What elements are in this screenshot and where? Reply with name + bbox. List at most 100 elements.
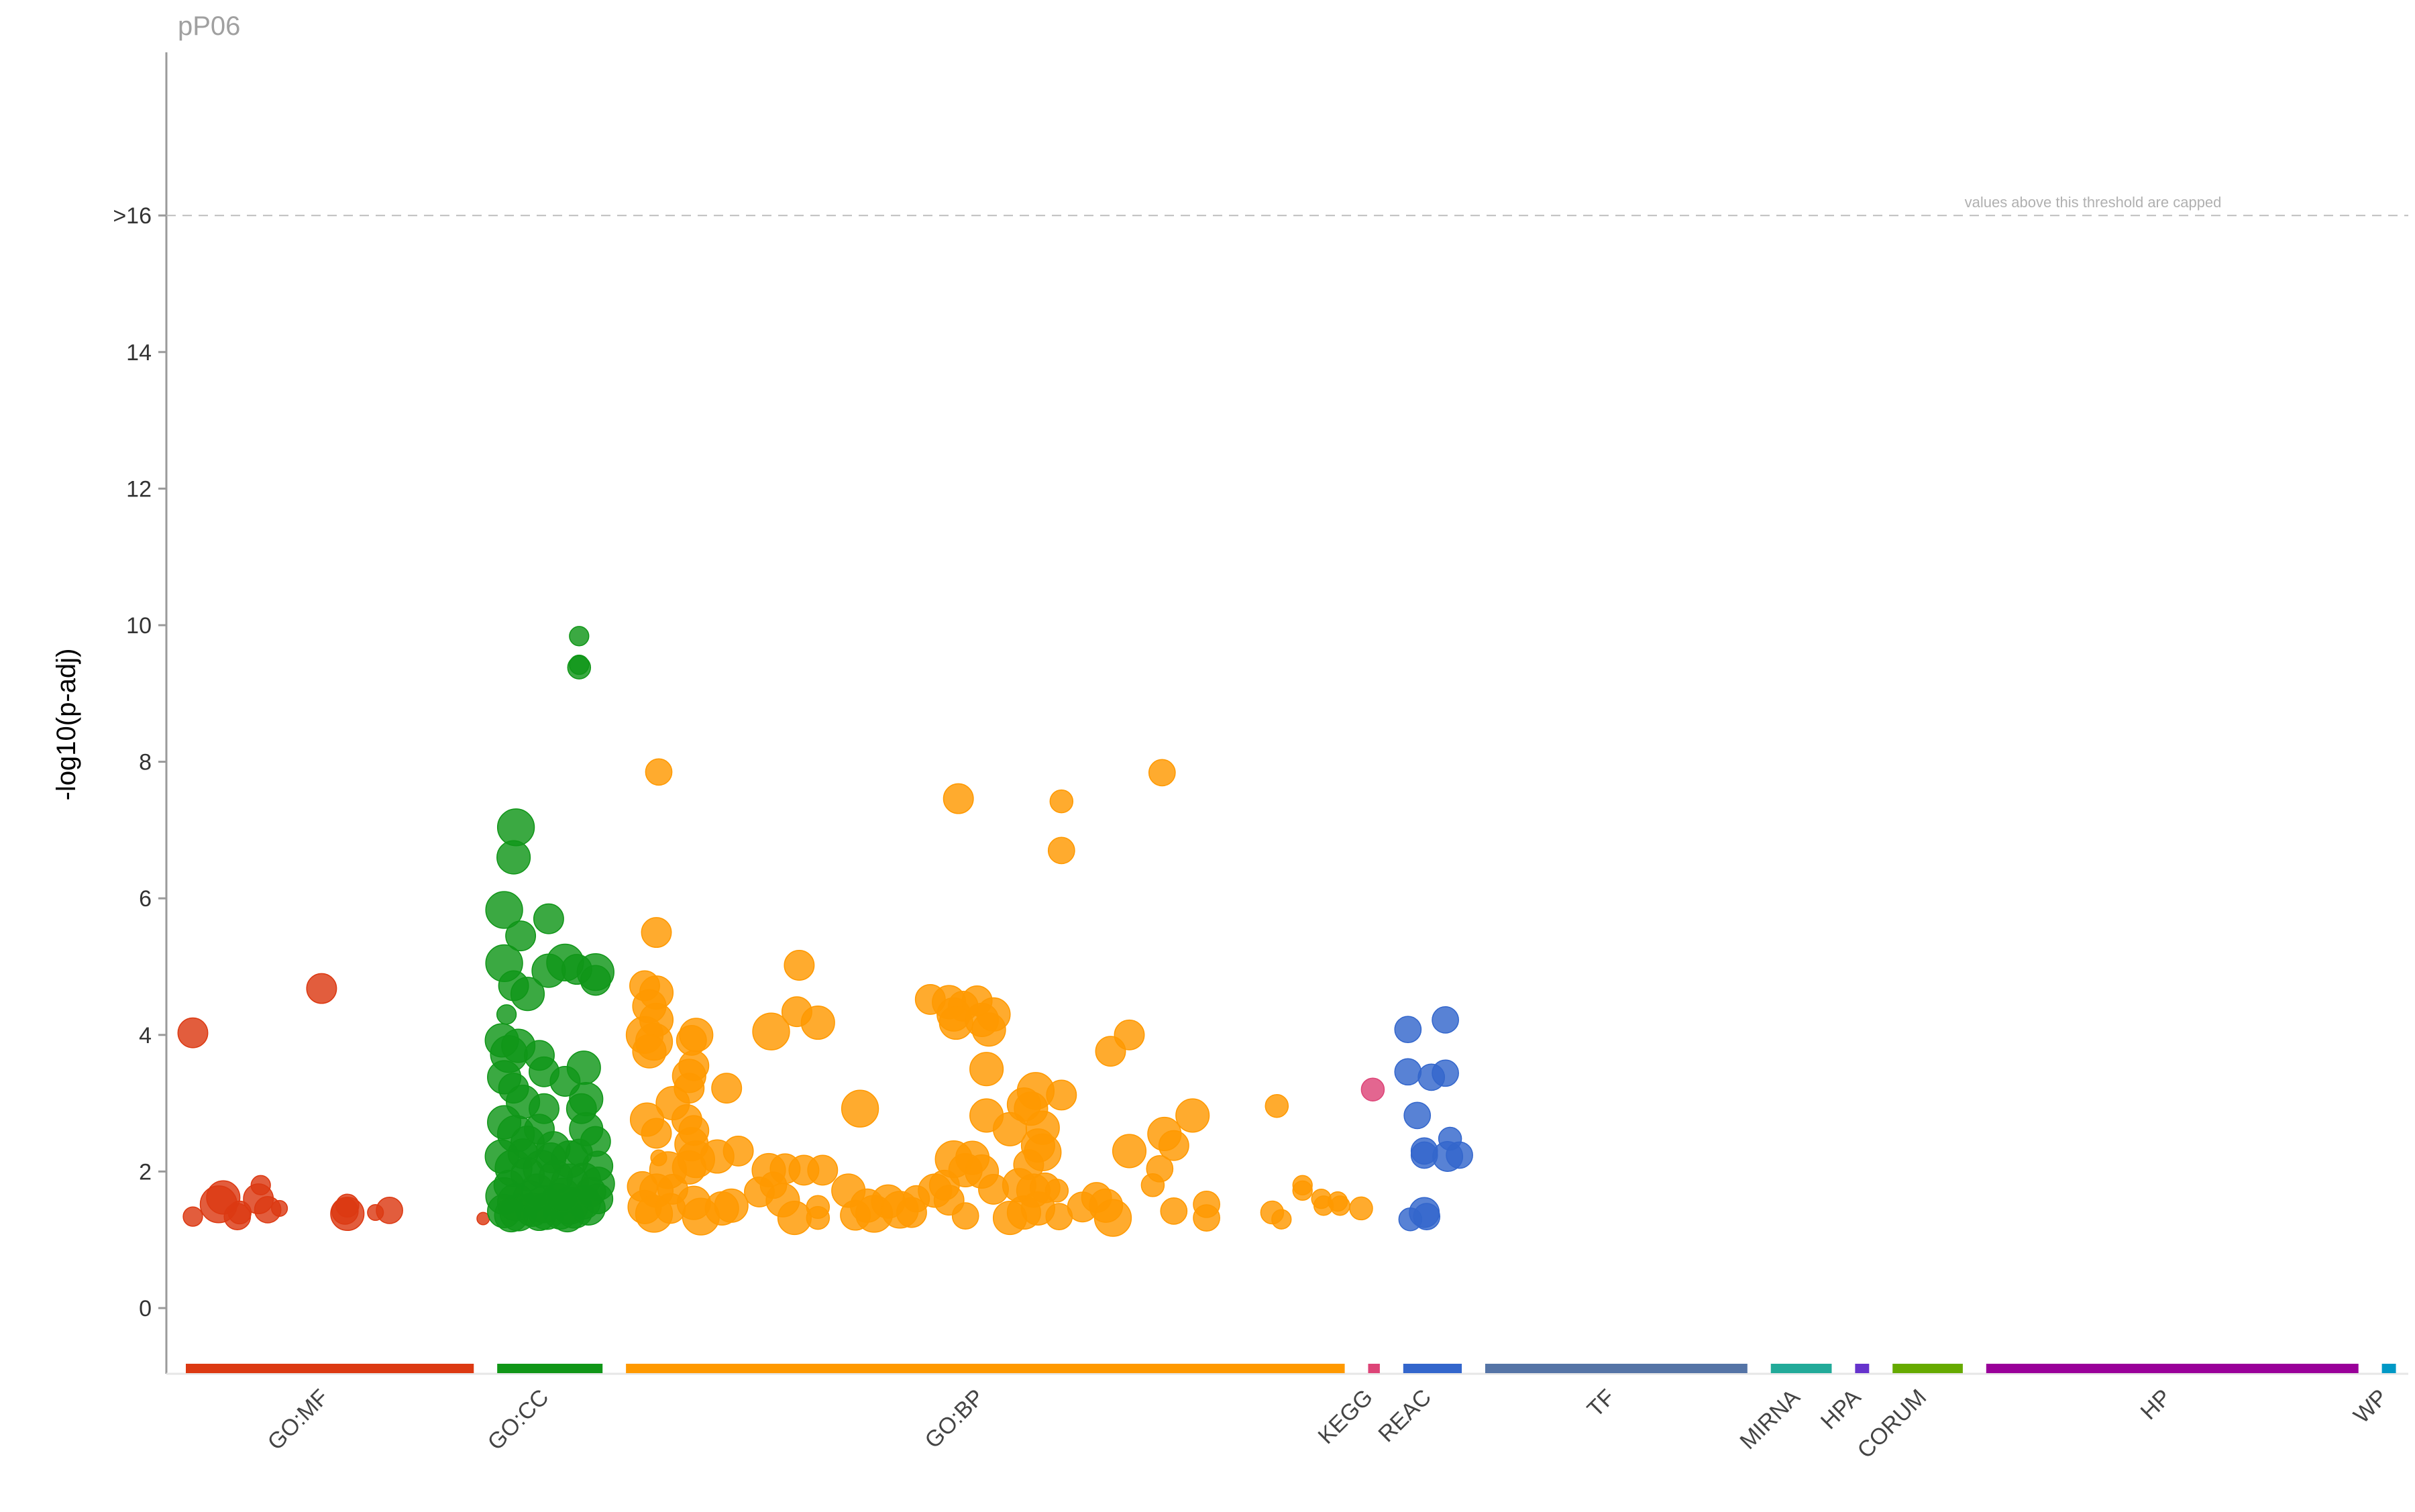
data-point[interactable]	[752, 1012, 790, 1050]
data-point[interactable]	[650, 1149, 667, 1167]
y-tick-label: 4	[139, 1023, 152, 1048]
data-point[interactable]	[507, 1138, 539, 1169]
data-point[interactable]	[580, 965, 611, 996]
series-kegg	[1360, 1077, 1385, 1101]
data-point[interactable]	[969, 1052, 1004, 1087]
data-point[interactable]	[632, 1034, 667, 1069]
data-point[interactable]	[722, 1135, 754, 1167]
y-tick-label: 6	[139, 886, 152, 912]
data-point[interactable]	[569, 626, 590, 647]
data-point[interactable]	[1360, 1077, 1385, 1101]
data-point[interactable]	[493, 1169, 525, 1201]
category-bar	[1368, 1364, 1380, 1373]
data-point[interactable]	[841, 1089, 879, 1128]
data-point[interactable]	[645, 758, 673, 786]
category-label: GO:BP	[920, 1385, 989, 1454]
data-point[interactable]	[1413, 1203, 1441, 1230]
data-point[interactable]	[784, 950, 815, 981]
category-label: MIRNA	[1735, 1385, 1805, 1455]
series-reac	[1394, 1006, 1473, 1232]
chart-title: pP06	[178, 11, 240, 41]
data-point[interactable]	[1047, 836, 1075, 865]
category-label: GO:MF	[263, 1385, 334, 1456]
data-point[interactable]	[565, 1138, 593, 1167]
data-point[interactable]	[1175, 1098, 1210, 1133]
category-bar	[1770, 1364, 1832, 1373]
data-point[interactable]	[1044, 1179, 1069, 1203]
data-point[interactable]	[1046, 1079, 1077, 1111]
data-point[interactable]	[1330, 1195, 1350, 1216]
data-point[interactable]	[1160, 1197, 1188, 1225]
data-point[interactable]	[1432, 1059, 1459, 1087]
data-point[interactable]	[566, 1050, 601, 1085]
data-point[interactable]	[496, 808, 535, 847]
data-point[interactable]	[933, 1185, 965, 1216]
category-bar	[1485, 1364, 1748, 1373]
data-point[interactable]	[271, 1199, 288, 1217]
data-point[interactable]	[1446, 1141, 1473, 1169]
threshold-line: values above this threshold are capped	[166, 194, 2408, 217]
data-point[interactable]	[1112, 1134, 1147, 1169]
data-point[interactable]	[714, 1188, 749, 1223]
data-point[interactable]	[1093, 1199, 1132, 1237]
y-tick-label: 8	[139, 750, 152, 775]
data-point[interactable]	[335, 1193, 360, 1218]
data-point[interactable]	[976, 997, 1011, 1032]
data-point[interactable]	[1193, 1204, 1220, 1232]
data-point[interactable]	[806, 1205, 830, 1230]
data-point[interactable]	[182, 1206, 203, 1227]
data-point[interactable]	[485, 891, 523, 929]
data-point[interactable]	[1349, 1196, 1373, 1221]
category-bar	[1986, 1364, 2359, 1373]
data-point[interactable]	[1394, 1016, 1422, 1044]
data-point[interactable]	[505, 920, 537, 952]
category-bar	[186, 1364, 474, 1373]
category-label: HP	[2136, 1385, 2176, 1425]
data-point[interactable]	[510, 977, 545, 1012]
data-point[interactable]	[575, 1176, 606, 1207]
data-point[interactable]	[641, 1118, 672, 1149]
category-label: GO:CC	[483, 1385, 554, 1456]
data-point[interactable]	[641, 917, 672, 949]
y-tick-label: 14	[126, 340, 152, 366]
data-point[interactable]	[1158, 1130, 1189, 1161]
category-label: WP	[2349, 1385, 2393, 1429]
series-go-bp	[625, 758, 1373, 1237]
data-point[interactable]	[1292, 1180, 1313, 1201]
data-point[interactable]	[800, 1005, 835, 1040]
data-point[interactable]	[1403, 1101, 1432, 1130]
y-tick-label: 10	[126, 613, 152, 639]
series-go-cc	[484, 626, 615, 1233]
data-point[interactable]	[1271, 1209, 1292, 1230]
data-point[interactable]	[496, 840, 531, 875]
data-point[interactable]	[943, 783, 974, 814]
data-point[interactable]	[367, 1203, 384, 1222]
series-go-mf	[177, 973, 490, 1232]
y-tick-label: 0	[139, 1296, 152, 1321]
data-point[interactable]	[1049, 789, 1074, 814]
data-point[interactable]	[569, 654, 590, 676]
data-point[interactable]	[496, 1004, 517, 1025]
data-point[interactable]	[1148, 759, 1176, 787]
data-point[interactable]	[1114, 1019, 1145, 1050]
data-point[interactable]	[306, 973, 337, 1004]
data-point[interactable]	[1146, 1154, 1174, 1183]
data-point[interactable]	[535, 1142, 567, 1173]
data-point[interactable]	[545, 1177, 580, 1212]
category-label: KEGG	[1313, 1385, 1377, 1449]
category-label: TF	[1582, 1385, 1620, 1422]
data-point[interactable]	[711, 1073, 743, 1104]
data-point[interactable]	[533, 903, 564, 934]
data-point[interactable]	[1265, 1093, 1289, 1118]
data-points	[177, 626, 1473, 1237]
data-point[interactable]	[807, 1154, 839, 1186]
data-point[interactable]	[1432, 1006, 1459, 1034]
category-bar	[1403, 1364, 1462, 1373]
data-point[interactable]	[177, 1017, 209, 1048]
data-point[interactable]	[250, 1175, 271, 1195]
data-point[interactable]	[1394, 1058, 1422, 1086]
category-label: HPA	[1816, 1385, 1866, 1435]
category-bar	[626, 1364, 1345, 1373]
